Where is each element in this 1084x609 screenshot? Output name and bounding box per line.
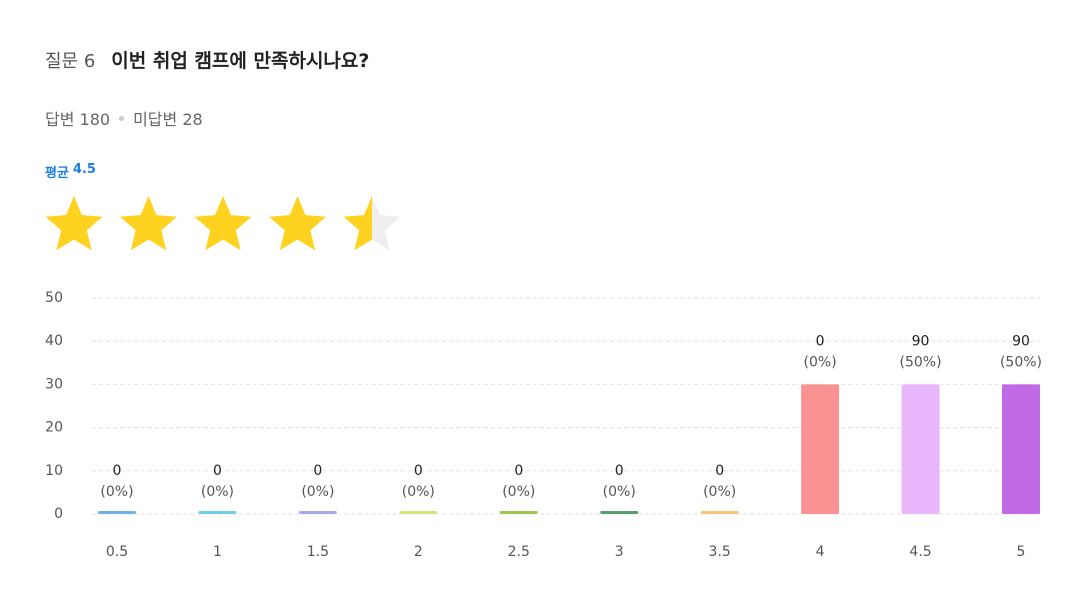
count-label: 0 (816, 333, 825, 349)
count-label: 90 (912, 333, 930, 349)
x-tick-label: 3.5 (709, 544, 731, 560)
x-tick-label: 0.5 (106, 544, 128, 560)
count-label: 0 (414, 463, 423, 479)
x-tick-label: 4.5 (909, 544, 931, 560)
count-label: 0 (313, 463, 322, 479)
bar (399, 511, 438, 514)
star-filled (194, 196, 252, 251)
y-tick-label: 10 (45, 463, 63, 479)
percent-label: (0%) (703, 484, 736, 500)
star-filled (45, 196, 103, 251)
average-value: 4.5 (72, 162, 96, 177)
y-tick-label: 20 (45, 420, 63, 436)
bar (600, 511, 639, 514)
star-filled (343, 196, 372, 251)
unanswered: 미답변 28 (133, 110, 203, 129)
average-label: 평균 (45, 166, 69, 181)
bar (499, 511, 538, 514)
percent-label: (0%) (502, 484, 535, 500)
bar (198, 511, 237, 514)
average: 평균 4.5 (45, 162, 96, 181)
stats: 답변 180 미답변 28 (45, 106, 203, 130)
bar (98, 511, 136, 514)
answered: 답변 180 (45, 110, 111, 129)
percent-label: (0%) (804, 354, 837, 370)
percent-label: (0%) (201, 484, 234, 500)
x-tick-label: 5 (1017, 544, 1026, 560)
header: 질문 6 이번 취업 캠프에 만족하시나요? (45, 46, 369, 73)
y-tick-label: 40 (45, 333, 63, 349)
x-tick-label: 1.5 (307, 544, 329, 560)
bar (1002, 384, 1040, 514)
question-title: 이번 취업 캠프에 만족하시나요? (111, 50, 370, 72)
count-label: 0 (715, 463, 724, 479)
y-tick-label: 50 (45, 290, 63, 306)
count-label: 0 (213, 463, 222, 479)
count-label: 0 (514, 463, 523, 479)
y-tick-label: 0 (54, 506, 63, 522)
bar (901, 384, 940, 514)
x-tick-label: 2 (414, 544, 423, 560)
separator (119, 115, 125, 121)
count-label: 0 (113, 463, 122, 479)
bar (801, 384, 840, 514)
percent-label: (0%) (402, 484, 435, 500)
percent-label: (50%) (900, 354, 942, 370)
star-filled (120, 196, 177, 251)
x-tick-label: 1 (213, 544, 222, 560)
percent-label: (0%) (100, 484, 133, 500)
count-label: 90 (1012, 333, 1030, 349)
y-tick-label: 30 (45, 376, 63, 392)
percent-label: (0%) (603, 484, 636, 500)
bar (700, 511, 739, 514)
percent-label: (50%) (1000, 354, 1042, 370)
star-filled (269, 196, 326, 251)
percent-label: (0%) (301, 484, 334, 500)
count-label: 0 (615, 463, 624, 479)
x-tick-label: 4 (816, 544, 825, 560)
x-tick-label: 2.5 (508, 544, 530, 560)
question-label: 질문 6 (45, 51, 96, 72)
x-tick-label: 3 (615, 544, 624, 560)
bar (298, 511, 337, 514)
